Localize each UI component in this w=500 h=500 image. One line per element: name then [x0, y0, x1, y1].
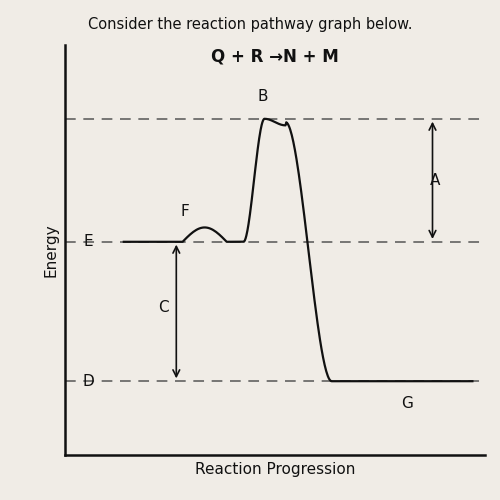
Y-axis label: Energy: Energy [43, 223, 58, 277]
Text: Q + R →N + M: Q + R →N + M [211, 47, 339, 65]
Text: Consider the reaction pathway graph below.: Consider the reaction pathway graph belo… [88, 18, 412, 32]
X-axis label: Reaction Progression: Reaction Progression [195, 462, 355, 477]
Text: E: E [84, 234, 93, 250]
Text: B: B [257, 90, 268, 104]
Text: D: D [82, 374, 94, 388]
Text: F: F [180, 204, 189, 220]
Text: C: C [158, 300, 169, 315]
Text: A: A [430, 173, 440, 188]
Text: G: G [402, 396, 413, 410]
